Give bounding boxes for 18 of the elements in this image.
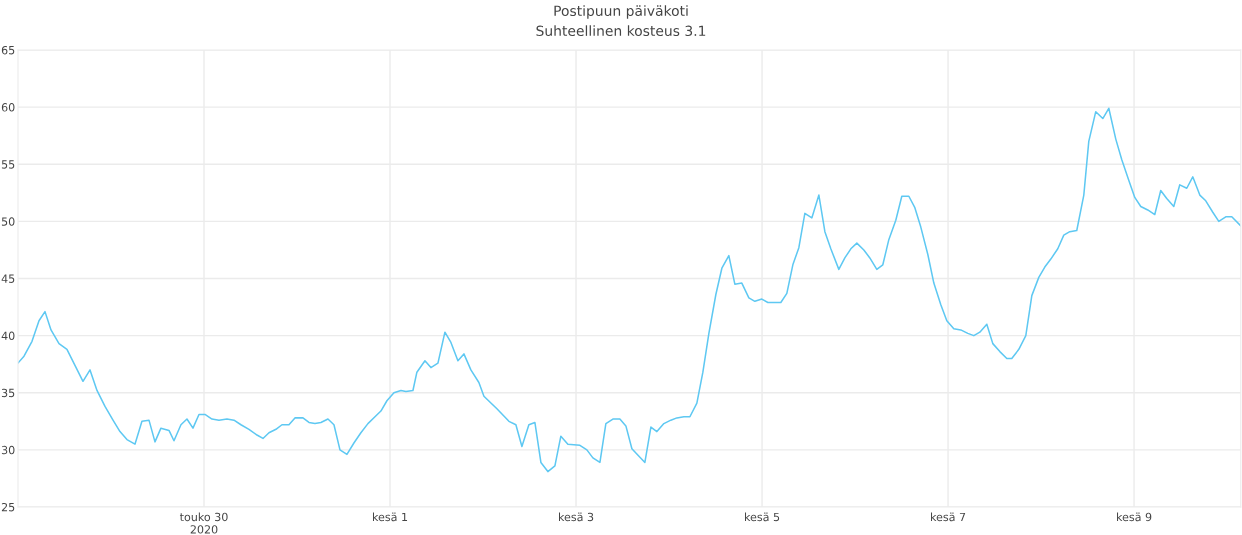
x-tick-label: kesä 1 — [373, 512, 408, 522]
x-tick-label: touko 30 2020 — [179, 512, 228, 534]
x-tick-label: kesä 5 — [745, 512, 780, 522]
x-tick-label: kesä 3 — [559, 512, 594, 522]
x-tick-label: kesä 9 — [1117, 512, 1152, 522]
y-tick-label: 25 — [1, 502, 15, 512]
y-tick-label: 35 — [1, 388, 15, 398]
y-tick-label: 55 — [1, 160, 15, 169]
y-tick-label: 40 — [1, 331, 15, 340]
y-tick-label: 60 — [1, 103, 15, 112]
chart-subtitle: Suhteellinen kosteus 3.1 — [536, 25, 706, 37]
line-series — [18, 107, 1241, 473]
y-tick-label: 65 — [1, 45, 15, 55]
y-tick-label: 45 — [1, 274, 15, 283]
y-tick-label: 30 — [1, 445, 15, 455]
y-tick-label: 50 — [1, 217, 15, 226]
chart-title: Postipuun päiväkoti — [554, 5, 688, 19]
x-tick-label: kesä 7 — [931, 512, 966, 522]
